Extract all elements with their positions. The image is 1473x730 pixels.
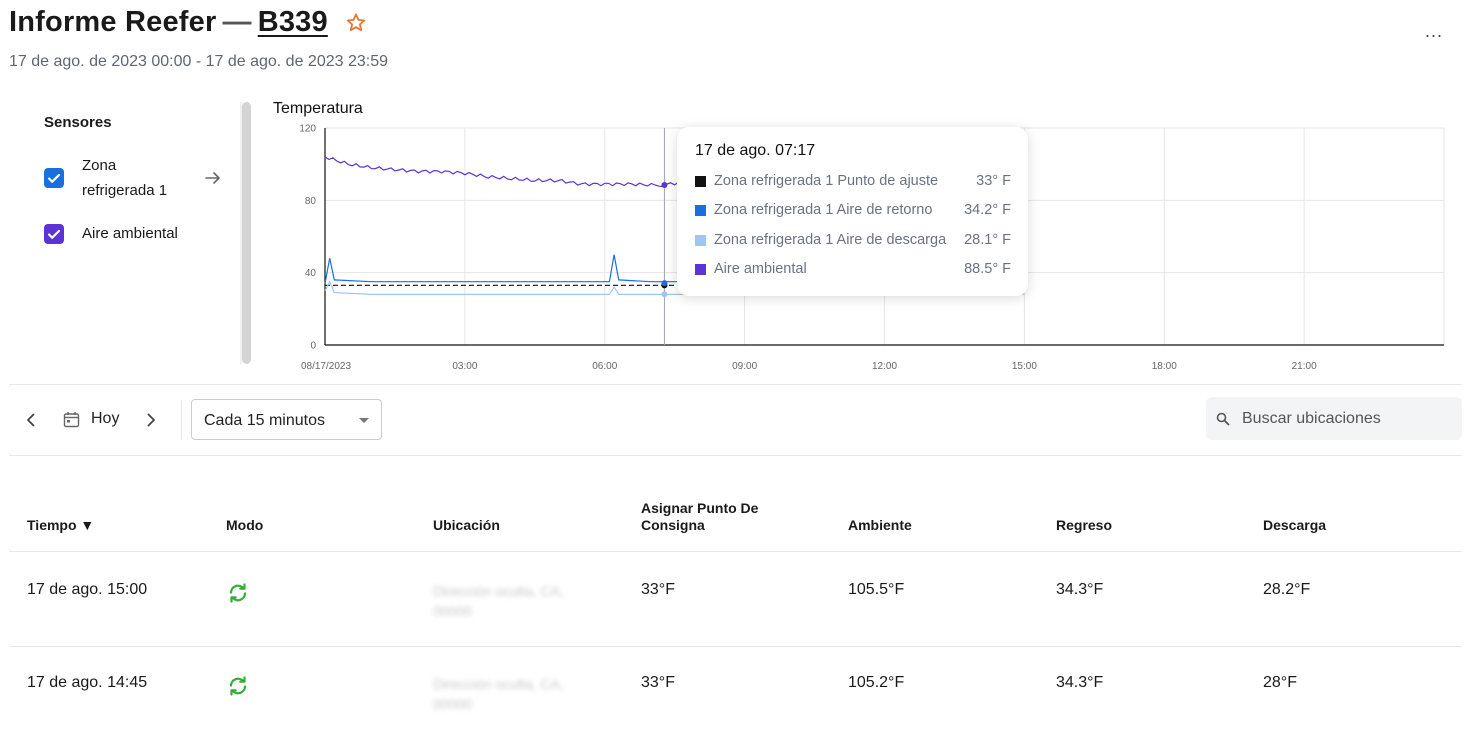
sensor-label-line2: refrigerada 1: [82, 182, 168, 199]
chevron-left-icon: [27, 413, 35, 427]
search-box[interactable]: [1206, 397, 1462, 440]
divider: [9, 384, 1462, 385]
x-tick-label: 09:00: [732, 361, 757, 372]
y-tick-label: 120: [299, 124, 316, 135]
checkmark-icon: [47, 229, 61, 239]
sensor-label-ambient[interactable]: Aire ambiental: [82, 225, 178, 242]
cell-setpoint: 33°F: [641, 674, 675, 691]
tooltip-row: Zona refrigerada 1 Aire de retorno 34.2°…: [695, 201, 1011, 221]
favorite-star-icon[interactable]: [344, 11, 368, 35]
location-line2: 00000: [433, 603, 472, 619]
tooltip-series-name: Zona refrigerada 1 Punto de ajuste: [714, 173, 939, 189]
cell-location-redacted: Dirección oculta, CA, 00000: [433, 581, 623, 621]
y-tick-label: 80: [305, 196, 317, 207]
column-header-discharge[interactable]: Descarga: [1263, 517, 1327, 533]
x-tick-label: 08/17/2023: [301, 361, 351, 372]
tooltip-row: Zona refrigerada 1 Punto de ajuste 33° F: [695, 172, 1011, 192]
page-title: Informe Reefer — B339: [9, 6, 328, 39]
y-tick-label: 0: [310, 341, 316, 352]
sensors-title: Sensores: [44, 114, 112, 131]
tooltip-series-value: 88.5° F: [964, 261, 1011, 277]
tooltip-time: 17 de ago. 07:17: [695, 142, 816, 159]
search-input[interactable]: [1240, 407, 1454, 431]
column-header-time[interactable]: Tiempo ▼: [27, 517, 95, 533]
caret-down-icon: [359, 418, 369, 423]
tooltip-series-name: Aire ambiental: [714, 261, 807, 277]
cell-time: 17 de ago. 15:00: [27, 581, 148, 598]
column-header-return[interactable]: Regreso: [1056, 517, 1113, 533]
divider: [9, 455, 1462, 456]
chart-title: Temperatura: [273, 100, 363, 117]
cycle-icon: [227, 582, 249, 604]
cycle-icon: [227, 675, 249, 697]
column-header-ambient[interactable]: Ambiente: [848, 517, 912, 533]
sensors-scrollbar[interactable]: [242, 102, 251, 364]
cell-setpoint: 33°F: [641, 581, 675, 598]
interval-select[interactable]: Cada 15 minutos: [191, 399, 382, 440]
scroll-track: [240, 102, 242, 364]
tooltip-series-name: Zona refrigerada 1 Aire de retorno: [714, 202, 933, 218]
more-options-button[interactable]: ...: [1425, 21, 1444, 41]
title-dash: —: [222, 6, 252, 38]
hover-marker: [661, 280, 668, 287]
location-line1: Dirección oculta, CA,: [433, 676, 564, 692]
column-header-setpoint[interactable]: Asignar Punto De Consigna: [641, 500, 758, 534]
location-line1: Dirección oculta, CA,: [433, 583, 564, 599]
location-line2: 00000: [433, 696, 472, 712]
x-tick-label: 12:00: [872, 361, 897, 372]
arrow-right-icon[interactable]: [204, 170, 222, 186]
search-icon: [1216, 412, 1230, 426]
cell-location-redacted: Dirección oculta, CA, 00000: [433, 674, 623, 714]
cell-ambient: 105.2°F: [848, 674, 905, 691]
hover-marker: [661, 181, 668, 188]
legend-swatch: [695, 176, 706, 187]
asset-link[interactable]: B339: [257, 6, 328, 38]
sensor-label-reefer-zone[interactable]: Zona refrigerada 1: [82, 153, 167, 203]
x-tick-label: 06:00: [592, 361, 617, 372]
tooltip-series-value: 33° F: [976, 173, 1011, 189]
legend-swatch: [695, 205, 706, 216]
report-title: Informe Reefer: [9, 6, 217, 38]
x-tick-label: 18:00: [1152, 361, 1177, 372]
checkmark-icon: [47, 173, 61, 183]
today-button[interactable]: Hoy: [91, 410, 120, 427]
hover-marker: [661, 291, 668, 298]
cell-ambient: 105.5°F: [848, 581, 905, 598]
cell-return: 34.3°F: [1056, 674, 1104, 691]
toolbar-separator: [181, 400, 182, 440]
date-range: 17 de ago. de 2023 00:00 - 17 de ago. de…: [9, 53, 388, 70]
x-tick-label: 03:00: [452, 361, 477, 372]
cell-return: 34.3°F: [1056, 581, 1104, 598]
next-day-button[interactable]: [144, 413, 158, 427]
interval-value: Cada 15 minutos: [204, 412, 325, 429]
legend-swatch: [695, 235, 706, 246]
tooltip-row: Zona refrigerada 1 Aire de descarga 28.1…: [695, 231, 1011, 251]
legend-swatch: [695, 264, 706, 275]
previous-day-button[interactable]: [24, 413, 38, 427]
sensor-label-line1: Zona: [82, 157, 117, 174]
temperature-chart[interactable]: 120 80 40 0 08/17/2023 03:00 06:00 09:00 12:00 15…: [0, 0, 1473, 385]
tooltip-series-value: 34.2° F: [964, 202, 1011, 218]
divider: [9, 646, 1462, 647]
calendar-icon[interactable]: [63, 411, 80, 428]
column-header-setpoint-line2: Consigna: [641, 517, 705, 533]
column-header-mode[interactable]: Modo: [226, 517, 264, 533]
tooltip-series-value: 28.1° F: [964, 232, 1011, 248]
x-tick-label: 21:00: [1292, 361, 1317, 372]
chart-tooltip: 17 de ago. 07:17 Zona refrigerada 1 Punt…: [677, 127, 1028, 296]
column-header-setpoint-line1: Asignar Punto De: [641, 500, 759, 516]
cell-time: 17 de ago. 14:45: [27, 674, 148, 691]
column-header-location[interactable]: Ubicación: [433, 517, 500, 533]
cell-discharge: 28.2°F: [1263, 581, 1311, 598]
chevron-right-icon: [147, 413, 155, 427]
divider: [9, 551, 1462, 552]
sensor-checkbox-reefer-zone[interactable]: [44, 168, 64, 188]
x-tick-label: 15:00: [1012, 361, 1037, 372]
cell-discharge: 28°F: [1263, 674, 1297, 691]
tooltip-row: Aire ambiental 88.5° F: [695, 260, 1011, 280]
sensor-checkbox-ambient[interactable]: [44, 224, 64, 244]
tooltip-series-name: Zona refrigerada 1 Aire de descarga: [714, 232, 947, 248]
y-tick-label: 40: [305, 268, 317, 279]
